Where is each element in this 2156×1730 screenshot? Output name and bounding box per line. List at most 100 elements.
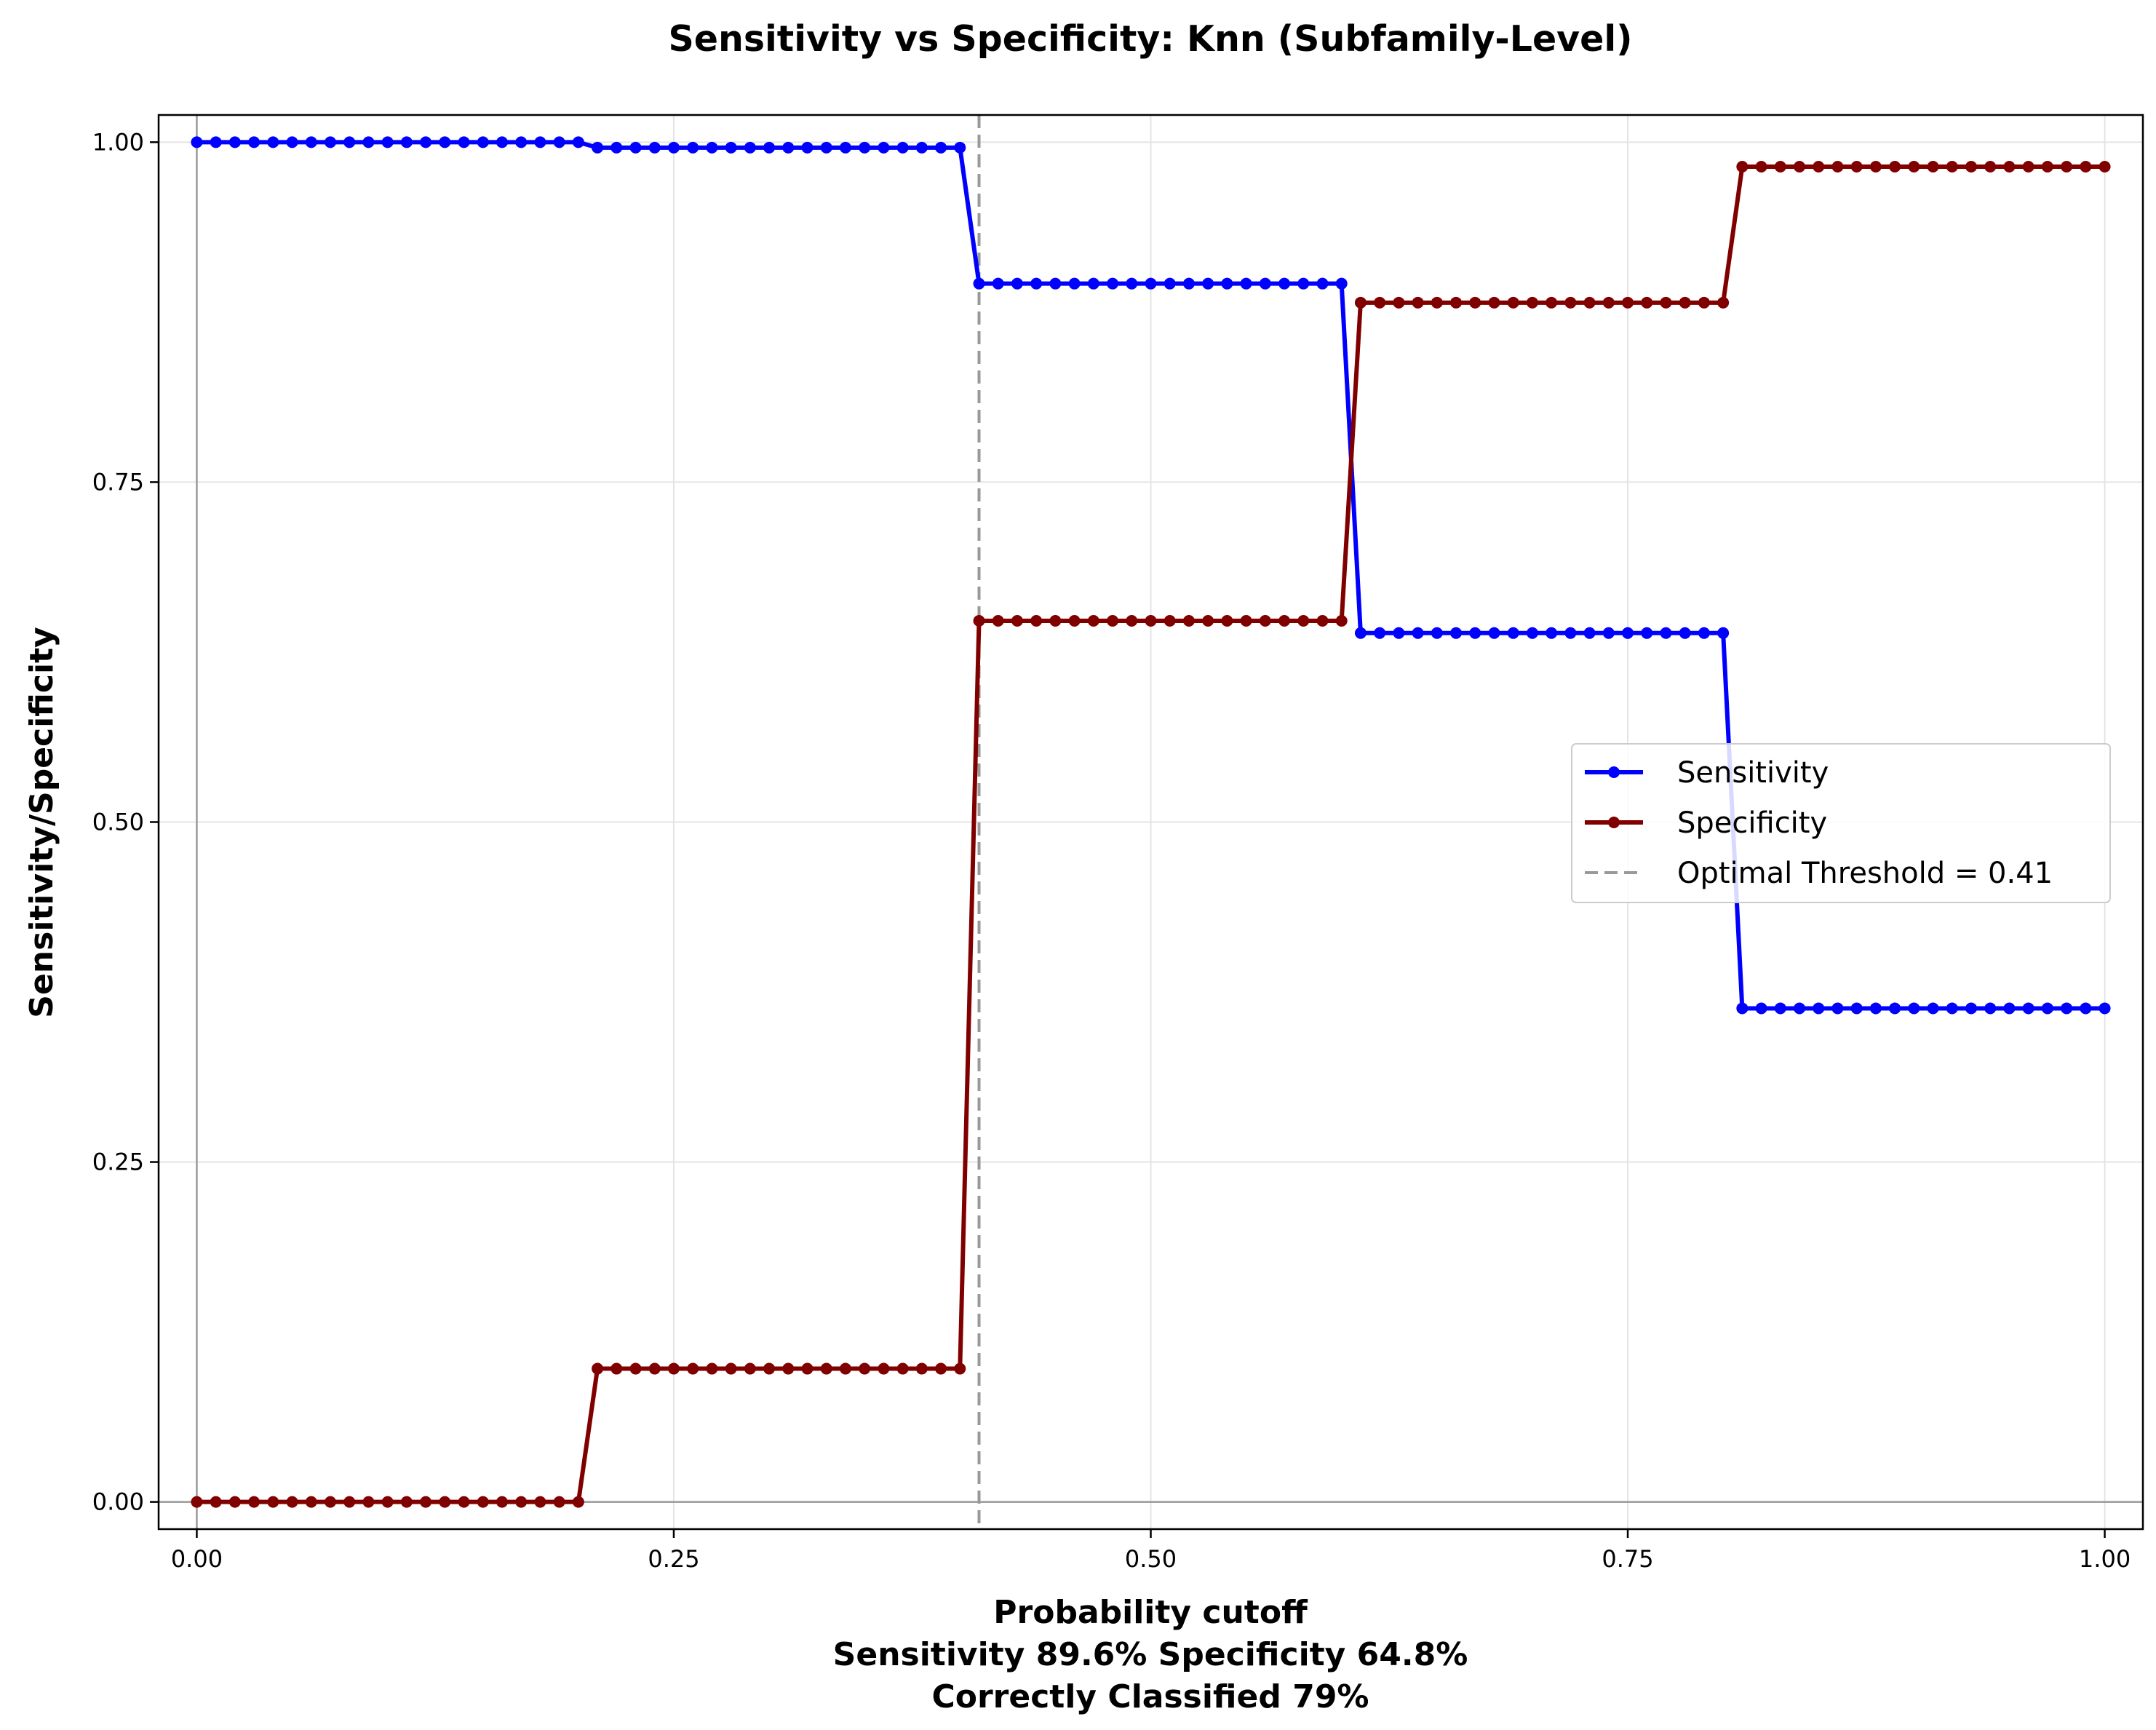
sensitivity-point-9 (362, 136, 375, 148)
specificity-point-34 (839, 1362, 851, 1375)
y-axis-label: Sensitivity/Specificity (23, 627, 60, 1017)
sensitivity-point-35 (859, 141, 871, 154)
sensitivity-point-93 (1965, 1002, 1978, 1015)
specificity-point-68 (1488, 296, 1500, 309)
sensitivity-point-44 (1030, 277, 1043, 290)
specificity-point-57 (1278, 614, 1291, 627)
specificity-point-58 (1297, 614, 1310, 627)
specificity-point-17 (515, 1496, 528, 1508)
specificity-point-96 (2022, 160, 2034, 172)
sensitivity-point-94 (1984, 1002, 1997, 1015)
sensitivity-point-76 (1641, 627, 1653, 639)
sensitivity-point-53 (1202, 277, 1214, 290)
specificity-point-47 (1087, 614, 1099, 627)
specificity-point-4 (267, 1496, 279, 1508)
y-tick-label-3: 0.75 (92, 468, 144, 496)
specificity-point-62 (1374, 296, 1386, 309)
sensitivity-point-65 (1431, 627, 1443, 639)
sensitivity-point-14 (458, 136, 470, 148)
sensitivity-point-70 (1526, 627, 1538, 639)
specificity-point-66 (1450, 296, 1463, 309)
sensitivity-point-10 (381, 136, 394, 148)
sensitivity-point-63 (1393, 627, 1405, 639)
sensitivity-point-66 (1450, 627, 1463, 639)
specificity-point-5 (286, 1496, 298, 1508)
specificity-point-46 (1068, 614, 1081, 627)
y-tick-label-1: 0.25 (92, 1148, 144, 1176)
specificity-point-33 (820, 1362, 832, 1375)
specificity-point-32 (801, 1362, 814, 1375)
specificity-point-79 (1698, 296, 1710, 309)
sensitivity-point-18 (534, 136, 546, 148)
sensitivity-point-26 (687, 141, 699, 154)
sensitivity-point-78 (1679, 627, 1691, 639)
legend: Sensitivity Specificity Optimal Threshol… (1571, 743, 2111, 903)
specificity-point-84 (1794, 160, 1806, 172)
specificity-point-43 (1011, 614, 1023, 627)
legend-sensitivity-marker (1608, 766, 1620, 778)
specificity-point-28 (725, 1362, 737, 1375)
sensitivity-point-25 (667, 141, 680, 154)
specificity-point-95 (2003, 160, 2016, 172)
sensitivity-point-97 (2041, 1002, 2053, 1015)
specificity-point-7 (324, 1496, 336, 1508)
sensitivity-point-77 (1660, 627, 1672, 639)
sensitivity-point-56 (1259, 277, 1271, 290)
specificity-point-10 (381, 1496, 394, 1508)
sensitivity-point-6 (305, 136, 317, 148)
sensitivity-point-90 (1908, 1002, 1920, 1015)
specificity-point-31 (782, 1362, 795, 1375)
specificity-point-38 (915, 1362, 928, 1375)
sensitivity-point-7 (324, 136, 336, 148)
specificity-point-85 (1813, 160, 1825, 172)
specificity-point-49 (1126, 614, 1138, 627)
specificity-point-83 (1774, 160, 1786, 172)
sensitivity-point-29 (744, 141, 756, 154)
specificity-point-25 (667, 1362, 680, 1375)
specificity-point-54 (1221, 614, 1233, 627)
specificity-point-52 (1182, 614, 1195, 627)
sensitivity-point-41 (973, 277, 985, 290)
specificity-point-16 (496, 1496, 508, 1508)
sensitivity-point-64 (1412, 627, 1424, 639)
specificity-point-9 (362, 1496, 375, 1508)
y-tick-label-2: 0.50 (92, 809, 144, 836)
sensitivity-point-43 (1011, 277, 1023, 290)
specificity-point-72 (1564, 296, 1577, 309)
specificity-point-97 (2041, 160, 2053, 172)
legend-specificity-marker (1608, 817, 1620, 828)
specificity-point-3 (248, 1496, 260, 1508)
specificity-point-100 (2099, 160, 2111, 172)
sensitivity-point-75 (1622, 627, 1634, 639)
specificity-point-75 (1622, 296, 1634, 309)
specificity-point-71 (1546, 296, 1558, 309)
specificity-point-93 (1965, 160, 1978, 172)
sensitivity-point-45 (1049, 277, 1062, 290)
sensitivity-point-96 (2022, 1002, 2034, 1015)
specificity-point-74 (1602, 296, 1615, 309)
specificity-point-22 (610, 1362, 623, 1375)
sensitivity-point-99 (2080, 1002, 2092, 1015)
specificity-point-29 (744, 1362, 756, 1375)
sensitivity-point-79 (1698, 627, 1710, 639)
x-tick-label-3: 0.75 (1602, 1545, 1653, 1573)
sensitivity-point-32 (801, 141, 814, 154)
sensitivity-point-87 (1850, 1002, 1863, 1015)
specificity-point-24 (648, 1362, 661, 1375)
sensitivity-point-62 (1374, 627, 1386, 639)
sensitivity-point-49 (1126, 277, 1138, 290)
sensitivity-point-30 (763, 141, 776, 154)
sensitivity-point-61 (1354, 627, 1367, 639)
sensitivity-point-46 (1068, 277, 1081, 290)
sensitivity-point-91 (1927, 1002, 1939, 1015)
specificity-point-82 (1755, 160, 1767, 172)
specificity-point-35 (859, 1362, 871, 1375)
specificity-point-78 (1679, 296, 1691, 309)
specificity-point-67 (1469, 296, 1481, 309)
specificity-point-53 (1202, 614, 1214, 627)
sensitivity-point-5 (286, 136, 298, 148)
sensitivity-point-34 (839, 141, 851, 154)
sensitivity-point-24 (648, 141, 661, 154)
sensitivity-point-84 (1794, 1002, 1806, 1015)
specificity-point-48 (1107, 614, 1119, 627)
